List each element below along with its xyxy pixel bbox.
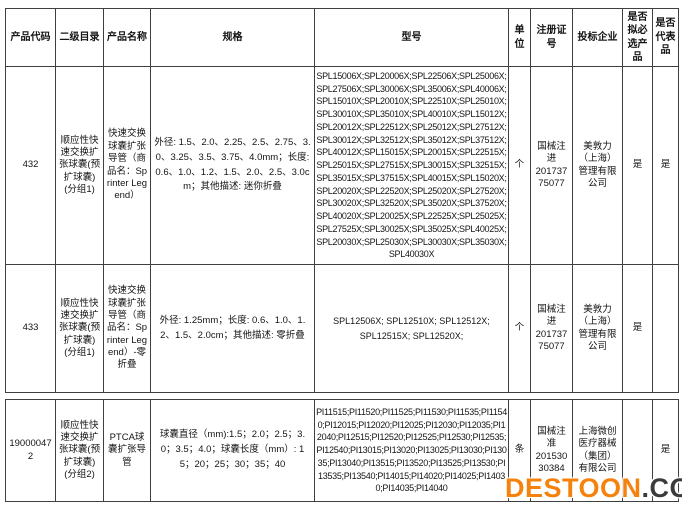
header-registration: 注册证号	[530, 8, 573, 67]
cell-product-name: 快速交换球囊扩张导管（商品名：Sprinter Legend）-零折叠	[103, 264, 151, 393]
table-row: 433 顺应性快速交换扩张球囊(预扩球囊)(分组1) 快速交换球囊扩张导管（商品…	[5, 264, 679, 393]
cell-models: PI11515;PI11520;PI11525;PI11530;PI11535;…	[314, 399, 509, 502]
cell-models: SPL15006X;SPL20006X;SPL22506X;SPL25006X;…	[314, 66, 509, 265]
cell-product-code: 432	[5, 66, 56, 265]
cell-representative: 是	[652, 66, 679, 265]
header-category: 二级目录	[55, 8, 104, 67]
table-header-row: 产品代码 二级目录 产品名称 规格 型号 单位 注册证号 投标企业 是否拟必选产…	[5, 8, 679, 67]
cell-bidder: 美敦力 （上海） 管理有限 公司	[572, 66, 623, 265]
header-required: 是否拟必选产品	[622, 8, 653, 67]
cell-registration: 国械注 进 201737 75077	[530, 264, 573, 393]
header-product-name: 产品名称	[103, 8, 151, 67]
cell-category: 顺应性快速交换扩张球囊(预扩球囊)(分组2)	[55, 399, 104, 502]
cell-registration: 国械注 准 201530 30384	[530, 399, 573, 502]
procurement-table-sheet: 产品代码 二级目录 产品名称 规格 型号 单位 注册证号 投标企业 是否拟必选产…	[5, 8, 680, 502]
cell-bidder: 美敦力 （上海） 管理有限 公司	[572, 264, 623, 393]
header-bidder: 投标企业	[572, 8, 623, 67]
watermark-suffix-text: .COM	[641, 473, 682, 503]
cell-required	[622, 399, 653, 502]
table-row: 432 顺应性快速交换扩张球囊(预扩球囊)(分组1) 快速交换球囊扩张导管（商品…	[5, 66, 679, 265]
cell-spec: 外径: 1.25mm；长度: 0.6、1.0、1.2、1.5、2.0cm；其他描…	[150, 264, 315, 393]
header-product-code: 产品代码	[5, 8, 56, 67]
cell-product-name: PTCA球囊扩张导管	[103, 399, 151, 502]
cell-registration: 国械注 进 201737 75077	[530, 66, 573, 265]
cell-required: 是	[622, 66, 653, 265]
cell-category: 顺应性快速交换扩张球囊(预扩球囊)(分组1)	[55, 264, 104, 393]
table-row: 190000472 顺应性快速交换扩张球囊(预扩球囊)(分组2) PTCA球囊扩…	[5, 399, 679, 502]
cell-category: 顺应性快速交换扩张球囊(预扩球囊)(分组1)	[55, 66, 104, 265]
watermark-brand-text: DESTOON	[505, 473, 642, 503]
cell-spec: 球囊直径（mm):1.5；2.0；2.5；3.0；3.5；4.0；球囊长度（mm…	[150, 399, 315, 502]
cell-representative: 是	[652, 399, 679, 502]
cell-required: 是	[622, 264, 653, 393]
cell-product-code: 190000472	[5, 399, 56, 502]
cell-spec: 外径: 1.5、2.0、2.25、2.5、2.75、3.0、3.25、3.5、3…	[150, 66, 315, 265]
product-table-lower: 190000472 顺应性快速交换扩张球囊(预扩球囊)(分组2) PTCA球囊扩…	[5, 399, 679, 502]
cell-product-code: 433	[5, 264, 56, 393]
site-watermark: DESTOON.COM	[505, 473, 682, 504]
cell-unit: 个	[508, 66, 531, 265]
cell-models: SPL12506X; SPL12510X; SPL12512X; SPL1251…	[314, 264, 509, 393]
header-models: 型号	[314, 8, 509, 67]
header-representative: 是否代表品	[652, 8, 679, 67]
cell-product-name: 快速交换球囊扩张导管（商品名：Sprinter Legend）	[103, 66, 151, 265]
cell-representative	[652, 264, 679, 393]
header-spec: 规格	[150, 8, 315, 67]
cell-unit: 个	[508, 264, 531, 393]
product-table-upper: 产品代码 二级目录 产品名称 规格 型号 单位 注册证号 投标企业 是否拟必选产…	[5, 8, 679, 393]
header-unit: 单位	[508, 8, 531, 67]
